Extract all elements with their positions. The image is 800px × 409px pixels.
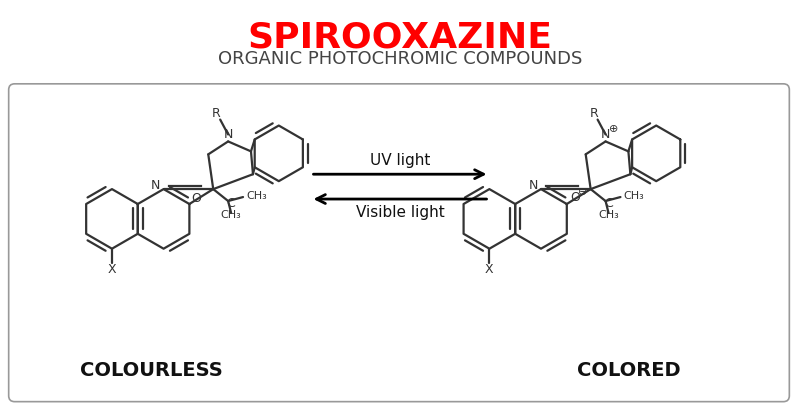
Text: R: R bbox=[212, 107, 221, 120]
Text: CH₃: CH₃ bbox=[246, 191, 266, 201]
Text: N: N bbox=[151, 179, 160, 192]
Text: COLOURLESS: COLOURLESS bbox=[80, 361, 223, 380]
Text: N: N bbox=[528, 179, 538, 192]
Text: CH₃: CH₃ bbox=[598, 210, 619, 220]
FancyBboxPatch shape bbox=[9, 84, 790, 402]
Text: O: O bbox=[191, 192, 202, 205]
Text: SPIROOXAZINE: SPIROOXAZINE bbox=[247, 20, 553, 54]
Text: ORGANIC PHOTOCHROMIC COMPOUNDS: ORGANIC PHOTOCHROMIC COMPOUNDS bbox=[218, 50, 582, 68]
Text: UV light: UV light bbox=[370, 153, 430, 168]
Text: R: R bbox=[590, 107, 598, 120]
Text: ⊕: ⊕ bbox=[609, 124, 618, 133]
Text: X: X bbox=[108, 263, 116, 276]
Text: ⊖: ⊖ bbox=[578, 187, 587, 197]
Text: Visible light: Visible light bbox=[356, 205, 444, 220]
Text: N: N bbox=[223, 128, 233, 141]
Text: O: O bbox=[570, 191, 580, 204]
Text: C: C bbox=[604, 196, 613, 209]
Text: X: X bbox=[485, 263, 494, 276]
Text: CH₃: CH₃ bbox=[623, 191, 644, 201]
Text: N: N bbox=[601, 128, 610, 141]
Text: C: C bbox=[226, 196, 235, 209]
Text: COLORED: COLORED bbox=[577, 361, 680, 380]
Text: CH₃: CH₃ bbox=[221, 210, 242, 220]
